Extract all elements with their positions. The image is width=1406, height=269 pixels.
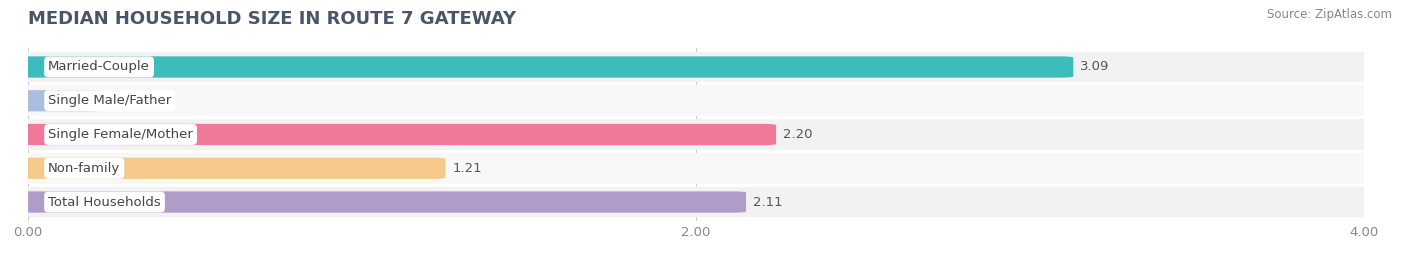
Text: MEDIAN HOUSEHOLD SIZE IN ROUTE 7 GATEWAY: MEDIAN HOUSEHOLD SIZE IN ROUTE 7 GATEWAY [28, 10, 516, 28]
FancyBboxPatch shape [14, 124, 776, 145]
FancyBboxPatch shape [28, 52, 1364, 82]
FancyBboxPatch shape [14, 56, 1073, 78]
FancyBboxPatch shape [28, 119, 1364, 150]
Text: 3.09: 3.09 [1080, 61, 1109, 73]
FancyBboxPatch shape [28, 153, 1364, 184]
FancyBboxPatch shape [28, 85, 1364, 116]
Text: 2.11: 2.11 [752, 196, 782, 208]
Text: 0.00: 0.00 [108, 94, 138, 107]
Text: Single Female/Mother: Single Female/Mother [48, 128, 193, 141]
Text: Non-family: Non-family [48, 162, 121, 175]
FancyBboxPatch shape [28, 187, 1364, 217]
Text: 1.21: 1.21 [453, 162, 482, 175]
FancyBboxPatch shape [14, 191, 747, 213]
Text: Source: ZipAtlas.com: Source: ZipAtlas.com [1267, 8, 1392, 21]
Text: 2.20: 2.20 [783, 128, 813, 141]
FancyBboxPatch shape [14, 158, 446, 179]
Text: Total Households: Total Households [48, 196, 160, 208]
Text: Single Male/Father: Single Male/Father [48, 94, 172, 107]
Text: Married-Couple: Married-Couple [48, 61, 150, 73]
FancyBboxPatch shape [14, 90, 101, 111]
